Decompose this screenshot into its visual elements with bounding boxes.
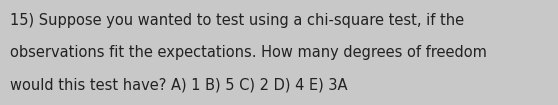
Text: would this test have? A) 1 B) 5 C) 2 D) 4 E) 3A: would this test have? A) 1 B) 5 C) 2 D) …: [10, 78, 348, 93]
Text: observations fit the expectations. How many degrees of freedom: observations fit the expectations. How m…: [10, 45, 487, 60]
Text: 15) Suppose you wanted to test using a chi-square test, if the: 15) Suppose you wanted to test using a c…: [10, 13, 464, 28]
